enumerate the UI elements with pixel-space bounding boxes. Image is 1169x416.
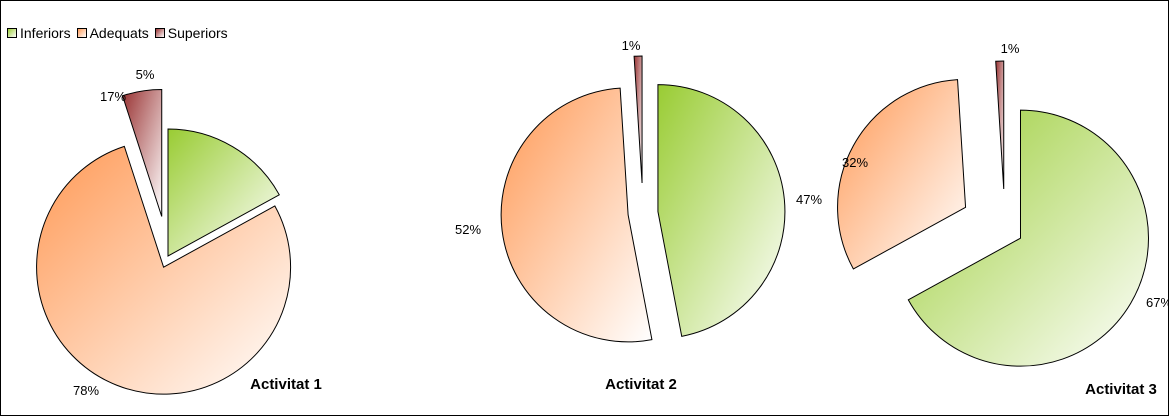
legend-item-superiors: Superiors bbox=[154, 25, 228, 41]
activitat-3-label-inferiors: 67% bbox=[1146, 295, 1168, 310]
activitat-1-label-adequats: 78% bbox=[73, 383, 99, 398]
activitat-3-title: Activitat 3 bbox=[1085, 381, 1157, 398]
activitat-3-slice-superiors bbox=[995, 60, 1005, 190]
activitat-2-label-superiors: 1% bbox=[622, 38, 641, 53]
legend-item-inferiors: Inferiors bbox=[7, 25, 71, 41]
legend-label: Adequats bbox=[89, 25, 149, 41]
activitat-2-label-adequats: 52% bbox=[455, 222, 481, 237]
legend-label: Superiors bbox=[167, 25, 228, 41]
activitat-2-slice-inferiors bbox=[657, 84, 786, 337]
activitat-1-label-superiors: 5% bbox=[136, 67, 155, 82]
activitat-3-slice-adequats bbox=[837, 79, 967, 270]
activitat-3-label-adequats: 32% bbox=[842, 155, 868, 170]
activitat-3-slice-inferiors bbox=[907, 109, 1149, 367]
activitat-1-label-inferiors: 17% bbox=[100, 89, 126, 104]
activitat-3-label-superiors: 1% bbox=[1001, 41, 1020, 56]
legend-swatch bbox=[7, 28, 17, 38]
activitat-2-slice-adequats bbox=[500, 87, 653, 343]
activitat-1-slice-adequats bbox=[36, 145, 292, 395]
activitat-1-slice-inferiors bbox=[167, 128, 280, 257]
chart-legend: Inferiors Adequats Superiors bbox=[7, 25, 228, 41]
activitat-1-slice-superiors bbox=[121, 88, 163, 217]
activitat-2-title: Activitat 2 bbox=[605, 376, 677, 393]
legend-swatch bbox=[154, 28, 165, 38]
activitat-2-slice-superiors bbox=[633, 55, 643, 184]
legend-swatch bbox=[76, 28, 87, 38]
activitat-2-label-inferiors: 47% bbox=[796, 192, 822, 207]
legend-label: Inferiors bbox=[20, 25, 71, 41]
legend-item-adequats: Adequats bbox=[76, 25, 149, 41]
activitat-1-title: Activitat 1 bbox=[250, 376, 322, 393]
